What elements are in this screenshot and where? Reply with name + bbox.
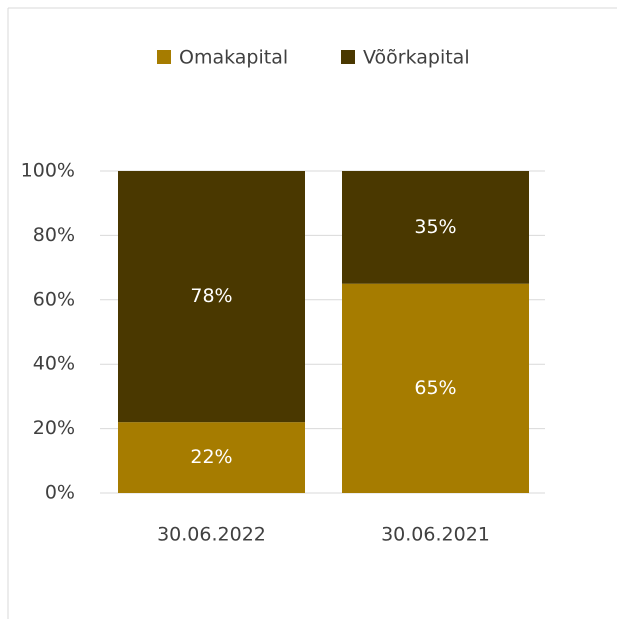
x-tick-label: 30.06.2021 (381, 524, 490, 546)
legend-label: Omakapital (179, 47, 288, 69)
x-tick-label: 30.06.2022 (157, 524, 266, 546)
data-label: 22% (190, 446, 232, 468)
y-tick-label: 100% (21, 160, 75, 182)
legend-label: Võõrkapital (363, 47, 470, 69)
data-label: 78% (190, 285, 232, 307)
y-tick-label: 80% (33, 224, 75, 246)
y-tick-label: 0% (45, 482, 75, 504)
legend-swatch (157, 50, 171, 64)
bar-segment (342, 283, 529, 493)
y-tick-label: 60% (33, 288, 75, 310)
y-tick-label: 40% (33, 353, 75, 375)
bar-segment (118, 171, 305, 423)
data-label: 65% (414, 377, 456, 399)
legend-swatch (341, 50, 355, 64)
y-tick-label: 20% (33, 417, 75, 439)
data-label: 35% (414, 216, 456, 238)
bar-segment (342, 171, 529, 284)
bar-segment (118, 422, 305, 493)
